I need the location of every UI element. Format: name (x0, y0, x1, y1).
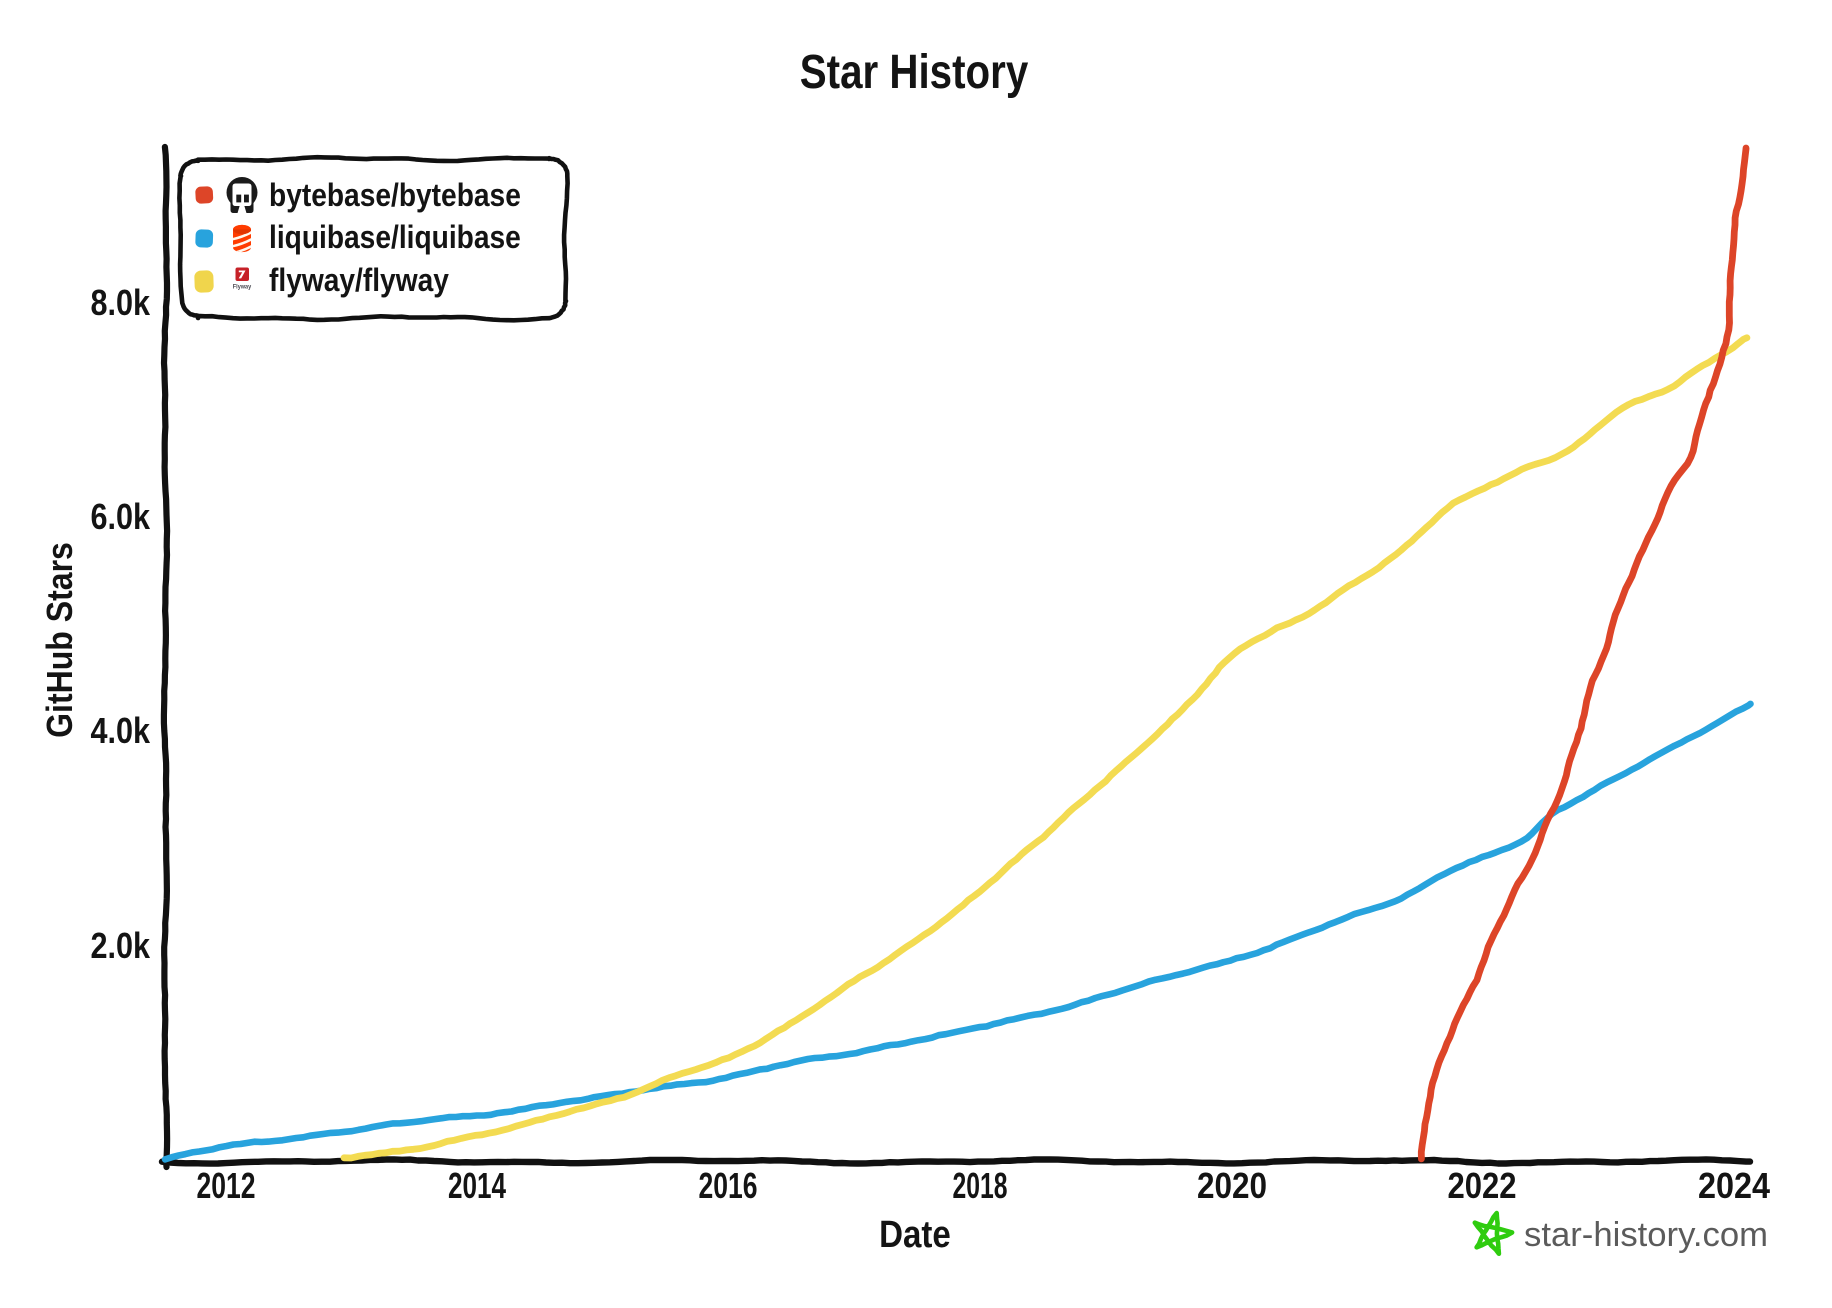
svg-text:2018: 2018 (952, 1165, 1007, 1206)
svg-text:2020: 2020 (1197, 1166, 1267, 1206)
svg-text:2014: 2014 (448, 1166, 506, 1206)
svg-text:star-history.com: star-history.com (1524, 1216, 1768, 1254)
svg-text:2.0k: 2.0k (90, 927, 150, 967)
svg-text:Star History: Star History (800, 46, 1029, 99)
svg-text:2012: 2012 (196, 1165, 255, 1206)
svg-text:GitHub Stars: GitHub Stars (40, 542, 80, 738)
svg-text:flyway/flyway: flyway/flyway (269, 263, 449, 298)
svg-text:2016: 2016 (698, 1165, 757, 1206)
svg-text:bytebase/bytebase: bytebase/bytebase (269, 178, 521, 213)
svg-text:2022: 2022 (1447, 1167, 1516, 1207)
svg-text:6.0k: 6.0k (90, 498, 150, 538)
svg-text:Flyway: Flyway (233, 284, 252, 290)
svg-text:Date: Date (879, 1213, 951, 1256)
svg-text:4.0k: 4.0k (90, 712, 150, 752)
svg-text:2024: 2024 (1698, 1166, 1770, 1206)
svg-text:liquibase/liquibase: liquibase/liquibase (269, 220, 521, 255)
svg-text:8.0k: 8.0k (90, 284, 150, 324)
